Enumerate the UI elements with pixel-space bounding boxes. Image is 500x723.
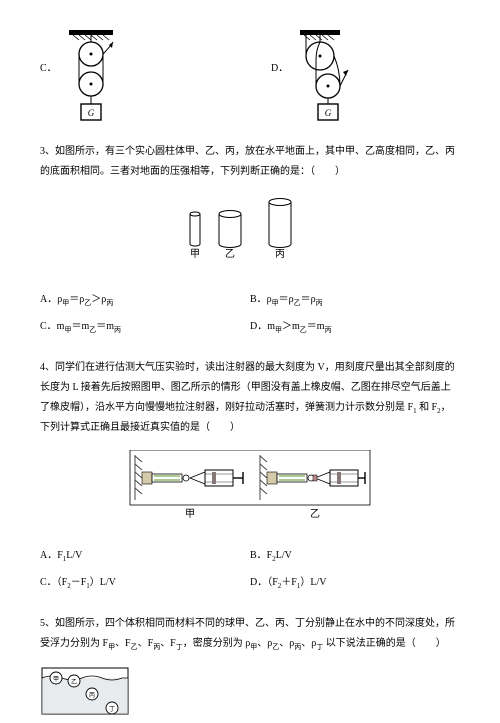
q4-text: 4、同学们在进行估测大气压实验时，读出注射器的最大刻度为 V，用刻度尺量出其全部… [40, 358, 460, 438]
options-c-d-row: C． G D． [40, 30, 460, 122]
q3-opt-c: C．m甲＝m乙＝m丙 [40, 314, 250, 341]
svg-text:乙: 乙 [71, 679, 77, 686]
q4-opt-b: B．F2L/V [250, 543, 460, 570]
q4-fig-yi: 乙 [310, 508, 320, 520]
svg-text:丙: 丙 [89, 692, 95, 699]
weight-label-g: G [87, 108, 94, 118]
q3-label-yi: 乙 [225, 248, 235, 260]
option-d-label: D． [271, 60, 288, 78]
pulley-figure-d: G [294, 30, 354, 122]
weight-label-g: G [325, 108, 332, 118]
q3-label-bing: 丙 [275, 249, 285, 260]
q3-opt-b: B．ρ甲＝ρ乙＝ρ丙 [250, 287, 460, 314]
pulley-figure-c: G [63, 30, 119, 122]
q3-text: 3、如图所示，有三个实心圆柱体甲、乙、丙，放在水平地面上，其中甲、乙高度相同，乙… [40, 142, 460, 182]
q4-opt-c: C．（F2－F1）L/V [40, 570, 250, 597]
svg-text:丁: 丁 [109, 706, 115, 713]
q3-opt-d: D．m甲＞m乙＝m丙 [250, 314, 460, 341]
svg-text:甲: 甲 [53, 676, 59, 683]
q4-opt-d: D．（F2＋F1）L/V [250, 570, 460, 597]
q4-opt-a: A．F1L/V [40, 543, 250, 570]
q3-figure: 甲 乙 丙 [40, 194, 460, 271]
q3-options: A．ρ甲＝ρ乙＞ρ丙 B．ρ甲＝ρ乙＝ρ丙 C．m甲＝m乙＝m丙 D．m甲＞m乙… [40, 287, 460, 340]
q3-opt-a: A．ρ甲＝ρ乙＞ρ丙 [40, 287, 250, 314]
option-c-label: C． [40, 60, 57, 78]
q3-label-jia: 甲 [190, 249, 200, 260]
q5-text: 5、如图所示，四个体积相同而材料不同的球甲、乙、丙、丁分别静止在水中的不同深度处… [40, 614, 460, 654]
q4-fig-jia: 甲 [185, 509, 195, 520]
q4-figure: 甲 乙 [40, 450, 460, 527]
q4-options: A．F1L/V B．F2L/V C．（F2－F1）L/V D．（F2＋F1）L/… [40, 543, 460, 596]
q5-figure: 甲 乙 丙 丁 [40, 666, 460, 723]
